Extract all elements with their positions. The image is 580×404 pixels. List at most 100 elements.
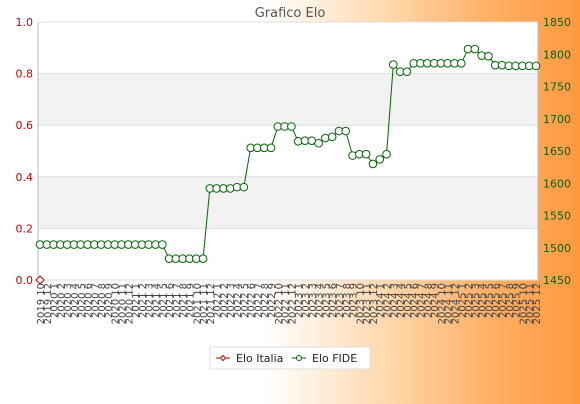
data-point (314, 138, 323, 148)
x-tick-label: 2025 6 (491, 283, 502, 318)
x-tick-label: 2022 8 (260, 283, 271, 318)
data-point (35, 275, 45, 285)
x-tick-label: 2023 3 (308, 283, 319, 318)
x-tick-label: 2019 12 (43, 283, 54, 324)
data-point (402, 67, 412, 76)
x-tick-label: 2020 4 (70, 283, 81, 318)
x-tick-label: 2025 7 (498, 283, 509, 318)
x-tick-label: 2024 7 (416, 283, 427, 318)
x-tick-label: 2020 6 (84, 283, 95, 318)
x-tick-label: 2023 7 (335, 283, 346, 318)
x-tick-label: 2024 11 (444, 283, 455, 324)
right-tick-label: 1450 (543, 274, 571, 287)
x-tick-label: 2021 7 (172, 283, 183, 318)
right-axis: 1450 1500 1550 1600 1650 1700 1750 1800 1850 (543, 16, 571, 287)
x-tick-label: 2023 11 (362, 283, 373, 324)
grid-band (38, 73, 538, 126)
x-tick-label: 2020 11 (118, 283, 129, 324)
x-tick-label: 2021 3 (145, 283, 156, 318)
x-tick-label: 2024 10 (437, 283, 448, 324)
x-tick-label: 2025 5 (484, 283, 495, 318)
x-tick-label: 2024 2 (383, 283, 394, 318)
data-point (382, 149, 391, 159)
right-tick-label: 1500 (543, 242, 571, 255)
x-tick-label: 2021 6 (165, 283, 176, 318)
x-tick-label: 2020 10 (111, 283, 122, 324)
series-layer (35, 44, 541, 285)
left-tick-label: 0.0 (16, 274, 34, 287)
x-tick-label: 2025 9 (512, 283, 523, 318)
right-tick-label: 1850 (543, 16, 571, 29)
x-tick-label: 2025 12 (532, 283, 543, 324)
x-tick-label: 2023 1 (294, 283, 305, 318)
data-point (341, 126, 351, 136)
x-tick-label: 2024 5 (403, 283, 414, 318)
legend-box (209, 346, 371, 370)
x-tick-label: 2025 10 (518, 283, 529, 324)
x-tick-label: 2020 8 (97, 283, 108, 318)
legend: Elo Italia Elo FIDE (209, 346, 371, 370)
x-tick-label: 2023 8 (342, 283, 353, 318)
x-tick-label: 2022 3 (226, 283, 237, 318)
x-tick-label: 2021 9 (185, 283, 196, 318)
right-tick-label: 1600 (543, 177, 571, 190)
x-tick-label: 2024 3 (389, 283, 400, 318)
x-tick-label: 2022 12 (287, 283, 298, 324)
data-point (531, 61, 541, 71)
x-tick-label: 2023 2 (301, 283, 312, 318)
data-point (375, 155, 385, 164)
x-tick-label: 2021 12 (206, 283, 217, 324)
x-tick-label: 2022 7 (253, 283, 264, 318)
x-tick-label: 2022 9 (267, 283, 278, 318)
x-tick-label: 2022 10 (274, 283, 285, 324)
x-tick-label: 2023 6 (328, 283, 339, 318)
x-tick-label: 2020 5 (77, 283, 88, 318)
legend-marker (296, 355, 302, 361)
legend-marker (219, 354, 227, 362)
x-tick-label: 2023 5 (321, 283, 332, 318)
legend-label: Elo FIDE (312, 352, 357, 365)
x-tick-label: 2024 1 (376, 283, 387, 318)
data-point (239, 182, 249, 192)
x-tick-label: 2021 4 (152, 283, 163, 318)
data-point (225, 184, 235, 193)
x-tick-label: 2024 8 (423, 283, 434, 318)
grid-band (38, 176, 538, 229)
x-tick-label: 2020 7 (90, 283, 101, 318)
x-tick-label: 2024 4 (396, 283, 407, 318)
right-tick-label: 1800 (543, 48, 571, 61)
x-tick-label: 2019 10 (36, 283, 47, 324)
x-tick-label: 2022 1 (213, 283, 224, 318)
x-tick-label: 2025 11 (525, 283, 536, 324)
x-tick-label: 2020 2 (56, 283, 67, 318)
data-point (348, 151, 357, 160)
x-tick-label: 2021 8 (179, 283, 190, 318)
data-point (361, 149, 371, 159)
right-tick-label: 1700 (543, 113, 571, 126)
x-tick-label: 2023 9 (349, 283, 360, 318)
right-tick-label: 1550 (543, 210, 571, 223)
left-axis: 0.0 0.2 0.4 0.6 0.8 1.0 (16, 16, 34, 287)
x-tick-label: 2021 10 (192, 283, 203, 324)
x-tick-label: 2025 2 (464, 283, 475, 318)
x-tick-label: 2021 1 (131, 283, 142, 318)
data-point (456, 58, 466, 68)
x-tick-label: 2022 11 (281, 283, 292, 324)
left-tick-label: 1.0 (16, 16, 34, 29)
x-tick-label: 2020 9 (104, 283, 115, 318)
data-point (327, 132, 337, 142)
x-tick-label: 2025 3 (471, 283, 482, 318)
right-tick-label: 1750 (543, 81, 571, 94)
x-tick-label: 2025 4 (478, 283, 489, 318)
right-tick-label: 1650 (543, 145, 571, 158)
data-point (321, 133, 330, 143)
data-point (368, 159, 378, 169)
data-point (198, 254, 208, 264)
x-tick-label: 2024 6 (410, 283, 421, 318)
x-tick-label: 2022 4 (233, 283, 244, 318)
data-point (158, 240, 167, 249)
x-tick-label: 2023 10 (355, 283, 366, 324)
